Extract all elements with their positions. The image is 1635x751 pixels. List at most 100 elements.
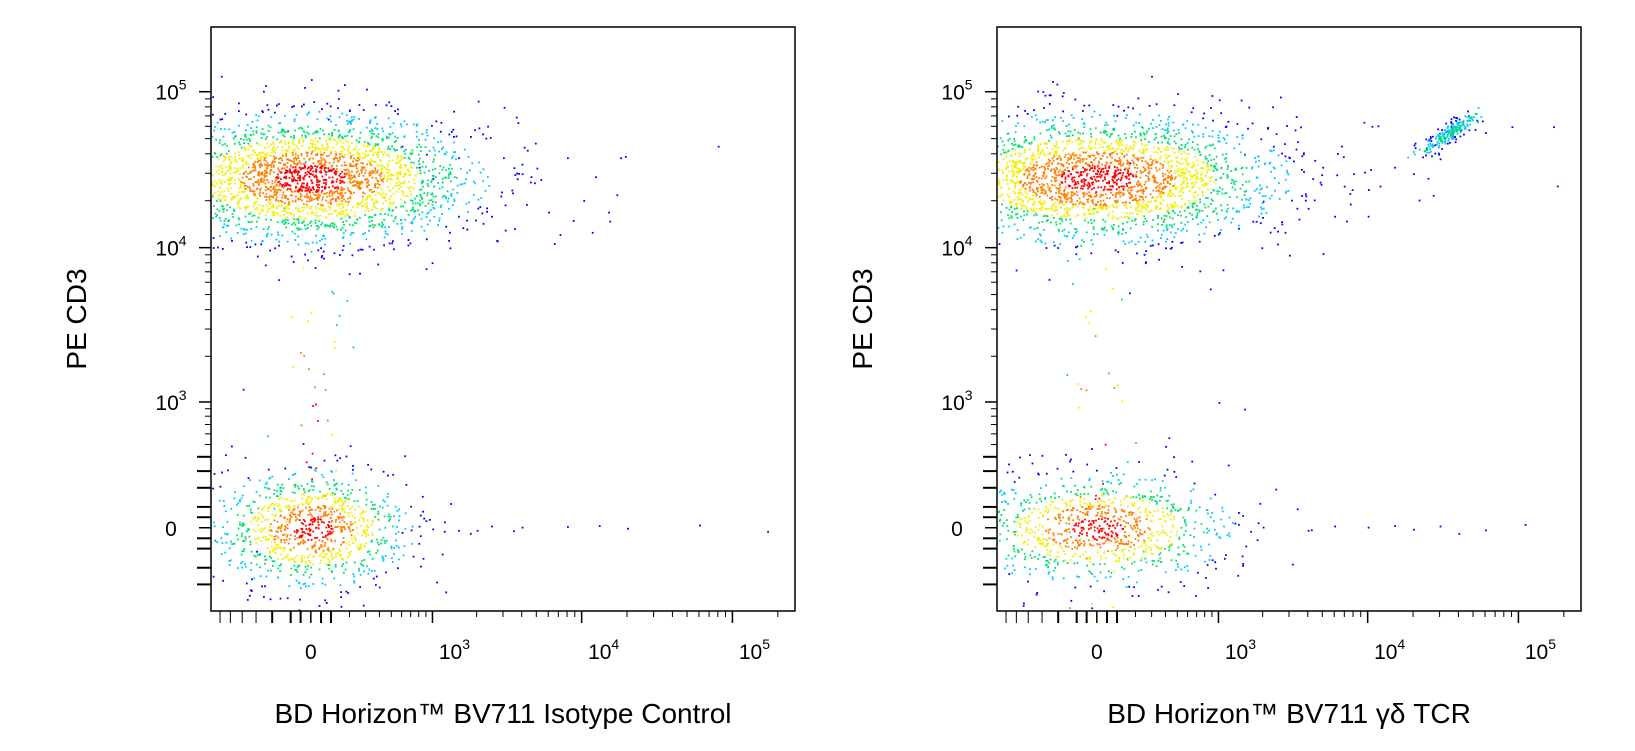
- data-point: [259, 191, 262, 194]
- data-point: [349, 182, 352, 184]
- data-point: [310, 250, 313, 253]
- data-point: [1089, 561, 1091, 564]
- data-point: [434, 176, 437, 178]
- data-point: [1263, 163, 1266, 166]
- data-point: [288, 184, 291, 186]
- data-point: [1128, 241, 1131, 244]
- data-point: [1215, 567, 1217, 570]
- data-point: [392, 220, 395, 222]
- data-point: [240, 190, 243, 193]
- data-point: [314, 386, 316, 389]
- data-point: [263, 178, 266, 181]
- data-point: [347, 149, 350, 152]
- data-point: [1435, 137, 1437, 140]
- data-point: [310, 224, 313, 227]
- data-point: [273, 152, 276, 154]
- data-point: [382, 178, 385, 180]
- data-point: [1074, 586, 1077, 589]
- data-point: [281, 196, 283, 199]
- data-point: [311, 143, 314, 146]
- data-point: [294, 190, 297, 192]
- data-point: [430, 193, 433, 196]
- data-point: [325, 553, 328, 556]
- data-point: [1238, 512, 1240, 514]
- data-point: [267, 196, 270, 199]
- data-point: [477, 207, 480, 210]
- data-point: [256, 154, 258, 157]
- data-point: [272, 203, 275, 206]
- data-point: [278, 184, 281, 187]
- data-point: [1200, 545, 1202, 548]
- data-point: [385, 193, 387, 196]
- data-point: [1215, 178, 1217, 181]
- data-point: [277, 181, 280, 183]
- data-point: [279, 597, 282, 600]
- data-point: [521, 163, 524, 166]
- data-point: [1008, 463, 1010, 466]
- data-point: [1260, 206, 1262, 209]
- data-point: [1070, 477, 1073, 479]
- data-point: [380, 539, 383, 541]
- data-point: [353, 581, 356, 584]
- data-point: [310, 566, 312, 569]
- data-point: [294, 561, 297, 564]
- data-point: [1068, 139, 1071, 142]
- data-point: [1237, 224, 1240, 227]
- data-point: [1024, 136, 1026, 138]
- data-point: [1288, 156, 1291, 159]
- data-point: [1173, 135, 1176, 138]
- data-point: [294, 169, 297, 172]
- data-point: [345, 172, 348, 175]
- data-point: [343, 215, 346, 217]
- data-point: [362, 233, 364, 236]
- data-point: [338, 498, 340, 500]
- data-point: [356, 182, 358, 185]
- data-point: [324, 513, 327, 515]
- data-point: [1432, 135, 1434, 138]
- data-point: [307, 320, 310, 323]
- data-point: [405, 172, 408, 175]
- data-point: [234, 152, 236, 155]
- data-point: [1219, 177, 1222, 180]
- data-point: [330, 222, 333, 225]
- data-point: [241, 176, 244, 179]
- data-point: [340, 596, 342, 598]
- data-point: [1452, 129, 1455, 132]
- data-point: [359, 547, 362, 549]
- data-point: [318, 568, 321, 571]
- data-point: [215, 165, 218, 168]
- data-point: [1142, 126, 1144, 129]
- data-point: [342, 212, 345, 215]
- data-point: [328, 561, 331, 564]
- data-point: [291, 194, 293, 197]
- data-point: [1104, 488, 1106, 491]
- data-point: [391, 557, 393, 560]
- data-point: [327, 524, 329, 526]
- data-point: [1144, 557, 1147, 560]
- data-point: [346, 299, 349, 302]
- data-point: [449, 247, 452, 250]
- data-point: [1114, 120, 1117, 123]
- data-point: [268, 188, 271, 191]
- data-point: [266, 136, 268, 138]
- data-point: [307, 242, 310, 245]
- data-point: [359, 216, 361, 219]
- data-point: [347, 556, 349, 558]
- data-point: [1218, 99, 1221, 102]
- data-point: [372, 201, 375, 204]
- data-point: [301, 206, 304, 209]
- data-point: [229, 182, 232, 185]
- data-point: [356, 500, 359, 502]
- data-point: [1455, 117, 1457, 119]
- data-point: [1044, 555, 1046, 558]
- data-point: [411, 220, 414, 223]
- data-point: [1444, 131, 1447, 134]
- data-point: [1031, 462, 1034, 465]
- data-point: [262, 111, 264, 113]
- data-point: [1439, 525, 1442, 528]
- data-point: [326, 143, 329, 146]
- data-point: [1194, 554, 1197, 557]
- data-point: [318, 548, 320, 550]
- data-point: [1447, 140, 1450, 142]
- data-point: [324, 389, 327, 391]
